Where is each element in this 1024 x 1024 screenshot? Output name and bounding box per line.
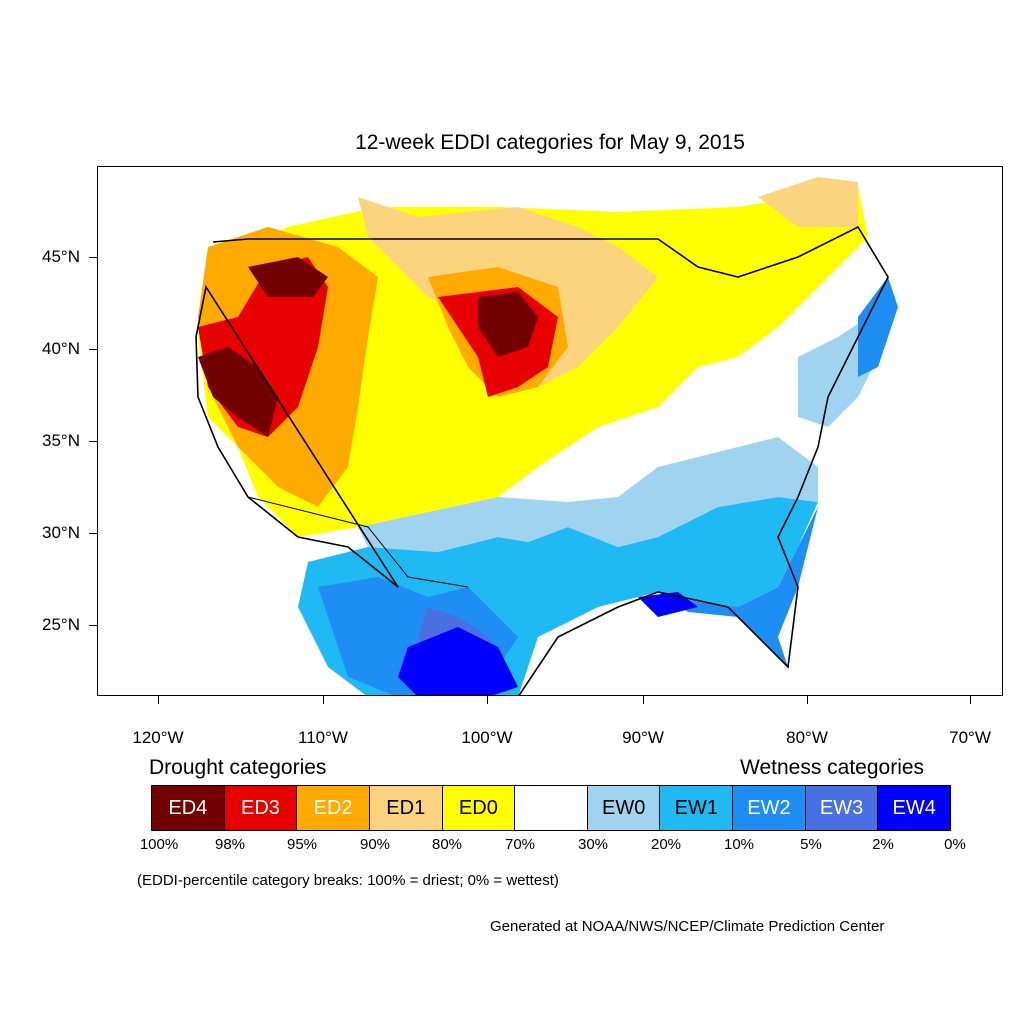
break-label: 2%: [872, 836, 894, 853]
break-label: 98%: [214, 836, 246, 853]
break-label: 90%: [359, 836, 391, 853]
lon-label-110: 110°W: [298, 728, 348, 747]
legend-swatch-ed3: ED3: [224, 786, 298, 830]
lon-label-120: 120°W: [132, 728, 184, 747]
legend-swatch-ew4: EW4: [878, 786, 951, 830]
legend-swatch-normal: [515, 786, 588, 830]
wet-zone-ew4: [398, 627, 518, 695]
category-legend: ED4 ED3 ED2 ED1 ED0 EW0 EW1 EW2 EW3 EW4: [151, 785, 951, 831]
us-outline: [195, 225, 889, 695]
wet-zone-ew0: [358, 437, 818, 552]
break-label: 30%: [577, 836, 609, 853]
lon-label-90: 90°W: [622, 728, 664, 747]
wet-zone-ew2-coast: [658, 507, 818, 667]
break-label: 10%: [723, 836, 755, 853]
break-label: 70%: [504, 836, 536, 853]
lon-label-70: 70°W: [949, 728, 991, 747]
lon-tick: [807, 696, 808, 704]
legend-swatch-ed2: ED2: [297, 786, 370, 830]
break-label: 20%: [650, 836, 682, 853]
legend-swatch-ew0: EW0: [587, 786, 661, 830]
lon-tick: [158, 696, 159, 704]
legend-swatch-ew3: EW3: [805, 786, 879, 830]
lat-tick: [89, 533, 97, 534]
lon-label-80: 80°W: [786, 728, 828, 747]
breaks-note: (EDDI-percentile category breaks: 100% =…: [137, 872, 559, 889]
lat-tick: [89, 441, 97, 442]
break-label: 0%: [944, 836, 966, 853]
eddi-map-canvas: [195, 177, 898, 695]
credit-line: Generated at NOAA/NWS/NCEP/Climate Predi…: [490, 918, 885, 935]
lon-tick: [323, 696, 324, 704]
break-label: 95%: [286, 836, 318, 853]
break-label: 100%: [139, 836, 179, 853]
lat-label-30: 30°N: [42, 523, 80, 542]
legend-swatch-ed0: ED0: [442, 786, 516, 830]
lon-label-100: 100°W: [461, 728, 513, 747]
lat-label-40: 40°N: [42, 339, 80, 358]
dry-zone-ed4-plains: [478, 292, 538, 357]
dry-zone-ed4-north: [248, 257, 328, 297]
lon-tick: [643, 696, 644, 704]
map-title: 12-week EDDI categories for May 9, 2015: [355, 131, 745, 154]
lon-tick: [970, 696, 971, 704]
mexico-border: [247, 496, 469, 588]
lat-tick: [89, 625, 97, 626]
wet-zone-northeast-ew2: [858, 277, 898, 377]
legend-swatch-ed4: ED4: [152, 786, 225, 830]
legend-swatch-ew1: EW1: [660, 786, 734, 830]
eddi-map: [97, 166, 1003, 696]
lat-tick: [89, 257, 97, 258]
break-label: 5%: [800, 836, 822, 853]
lat-label-35: 35°N: [42, 431, 80, 450]
lon-tick: [487, 696, 488, 704]
lat-label-25: 25°N: [42, 615, 80, 634]
break-label: 80%: [431, 836, 463, 853]
wetness-heading: Wetness categories: [740, 756, 925, 779]
legend-swatch-ew2: EW2: [733, 786, 806, 830]
dry-zone-ed1-ne: [758, 177, 858, 227]
wet-zone-ew4-coast: [638, 592, 698, 617]
legend-swatch-ed1: ED1: [369, 786, 443, 830]
lat-tick: [89, 349, 97, 350]
lat-label-45: 45°N: [42, 247, 80, 266]
drought-heading: Drought categories: [149, 756, 327, 779]
